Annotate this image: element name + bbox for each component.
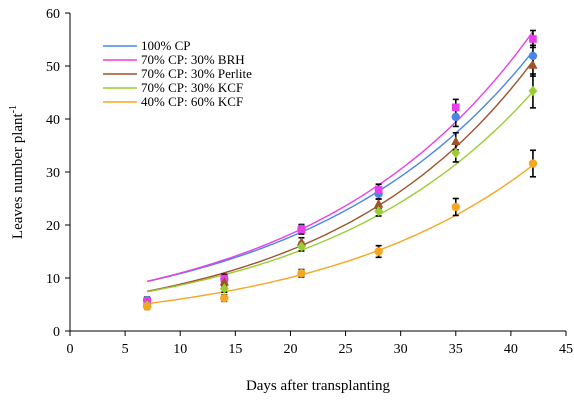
trendline — [147, 164, 534, 305]
plot-area — [142, 29, 538, 311]
trendline — [147, 50, 534, 283]
data-point — [142, 302, 152, 311]
y-tick-label: 0 — [53, 325, 60, 340]
x-tick-label: 45 — [559, 342, 573, 357]
x-tick-label: 0 — [67, 342, 74, 357]
data-point — [451, 147, 461, 159]
y-tick-label: 10 — [46, 272, 60, 287]
data-point — [528, 85, 538, 97]
data-point — [296, 236, 307, 246]
x-tick-label: 35 — [449, 342, 463, 357]
data-point — [297, 225, 306, 234]
x-tick-label: 5 — [122, 342, 129, 357]
y-tick-label: 40 — [46, 113, 60, 128]
x-tick-label: 15 — [228, 342, 242, 357]
data-point — [528, 51, 538, 61]
data-point — [374, 247, 383, 256]
data-point — [451, 103, 460, 112]
data-point — [529, 35, 537, 43]
data-point — [451, 136, 461, 146]
data-point — [297, 241, 306, 252]
x-tick-label: 20 — [283, 342, 297, 357]
data-point — [451, 202, 460, 212]
trendline — [147, 91, 534, 293]
data-point — [220, 293, 229, 303]
data-point — [374, 185, 383, 194]
y-tick-label: 30 — [46, 166, 60, 181]
y-axis-title-sup: -1 — [8, 105, 19, 113]
x-tick-label: 40 — [504, 342, 518, 357]
y-axis-title-text: Leaves number plant — [10, 112, 26, 239]
data-point — [528, 159, 538, 168]
x-tick-label: 30 — [394, 342, 408, 357]
x-axis-title: Days after transplanting — [246, 378, 391, 394]
legend-label: 70% CP: 30% BRH — [141, 52, 245, 67]
y-tick-label: 60 — [46, 7, 60, 22]
data-point — [374, 206, 384, 217]
x-ticks: 0 5 10 15 20 25 30 35 40 45 — [67, 331, 573, 357]
legend-label: 100% CP — [141, 38, 190, 53]
y-ticks: 0 10 20 30 40 50 60 — [46, 7, 70, 340]
data-point — [374, 198, 384, 208]
y-tick-label: 20 — [46, 219, 60, 234]
legend-label: 40% CP: 60% KCF — [141, 94, 243, 109]
legend-label: 70% CP: 30% KCF — [141, 80, 243, 95]
data-point — [219, 276, 229, 286]
data-point — [219, 283, 229, 294]
x-tick-label: 10 — [173, 342, 187, 357]
trendline — [147, 31, 534, 282]
x-tick-label: 25 — [339, 342, 353, 357]
y-tick-label: 50 — [46, 60, 60, 75]
legend-label: 70% CP: 30% Perlite — [141, 66, 252, 81]
data-point — [297, 269, 306, 278]
data-point — [451, 112, 460, 122]
data-point — [528, 59, 538, 69]
trendline — [147, 60, 534, 292]
y-axis-title: Leaves number plant-1 — [8, 105, 26, 239]
